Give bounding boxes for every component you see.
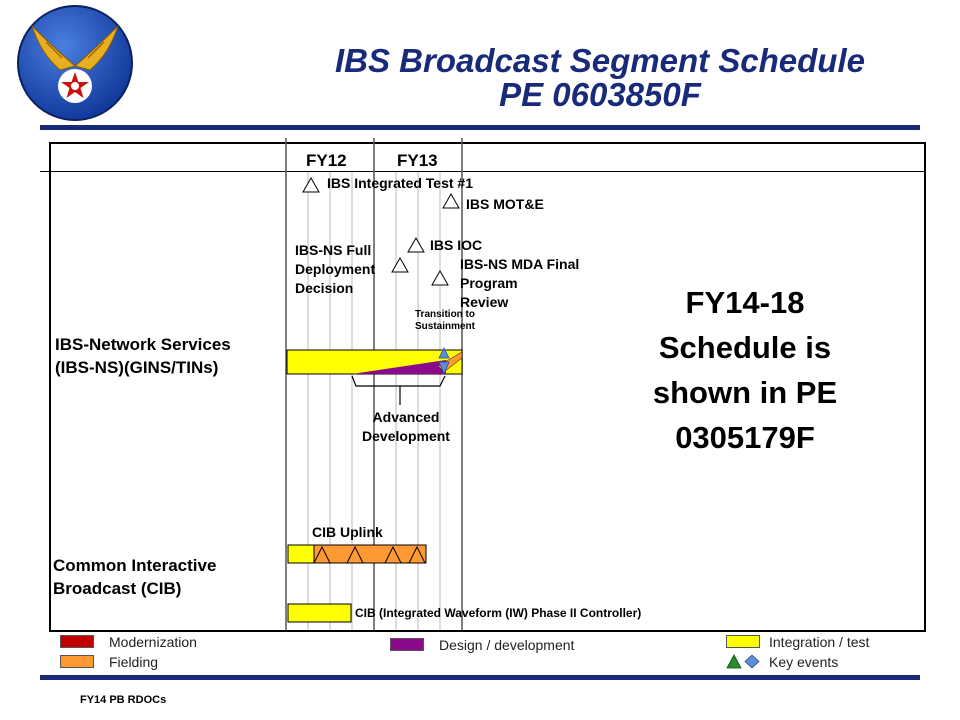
mote-label: IBS MOT&E — [466, 196, 544, 212]
row-label-ibs-ns: IBS-Network Services (IBS-NS)(GINS/TINs) — [55, 333, 231, 379]
transition-key-event-down-icon — [438, 361, 450, 376]
fy-label: FY12 — [306, 151, 347, 170]
schedule-note-line1: FY14-18 — [685, 285, 805, 320]
transition-key-event-icon — [438, 347, 450, 359]
header-rule — [40, 125, 920, 130]
footer-text: FY14 PB RDOCs — [80, 694, 167, 706]
row-label-cib: Common Interactive Broadcast (CIB) — [53, 554, 216, 600]
legend-modernization-label: Modernization — [109, 634, 197, 650]
advanced-development-bracket — [351, 375, 446, 387]
footer-rule — [40, 675, 920, 680]
mda-triangle-icon — [431, 269, 449, 286]
cib-event-triangle-icon — [384, 545, 402, 564]
row-label-ibs-ns-line2: (IBS-NS)(GINS/TINs) — [55, 358, 219, 377]
schedule-note-line4: 0305179F — [675, 420, 815, 455]
schedule-note: FY14-18 Schedule is shown in PE 0305179F — [620, 280, 870, 460]
page-title-line2: PE 0603850F — [499, 76, 701, 113]
transition-label-line1: Transition to — [415, 309, 475, 320]
legend-design-label: Design / development — [439, 637, 575, 653]
legend-key-events-icons — [726, 654, 760, 669]
ioc-label: IBS IOC — [430, 237, 483, 253]
fdd-label-line2: Deployment — [295, 261, 376, 277]
advanced-development-label: Advanced Development — [346, 408, 466, 446]
cib-integration-bar — [287, 544, 317, 564]
blue-diamond-icon — [744, 654, 760, 669]
page-title: IBS Broadcast Segment Schedule PE 060385… — [230, 44, 960, 112]
fdd-label-line3: Decision — [295, 280, 354, 296]
row-label-ibs-ns-line1: IBS-Network Services — [55, 335, 231, 354]
ibs-ns-design-wedge — [352, 360, 446, 374]
legend-design-swatch — [390, 638, 424, 651]
cib-iw-label: CIB (Integrated Waveform (IW) Phase II C… — [355, 606, 642, 620]
cib-iw-integration-bar — [287, 603, 352, 623]
cib-uplink-label: CIB Uplink — [312, 524, 383, 540]
ioc-triangle-icon — [407, 236, 425, 253]
fdd-label-line1: IBS-NS Full — [295, 242, 372, 258]
mda-label-line2: Program — [460, 275, 518, 291]
integrated-test-label: IBS Integrated Test #1 — [327, 175, 474, 191]
legend-fielding-label: Fielding — [109, 654, 159, 670]
legend-key-events-label: Key events — [769, 654, 839, 670]
advanced-development-line1: Advanced — [372, 409, 440, 425]
schedule-frame — [49, 142, 926, 632]
fdd-triangle-icon — [391, 256, 409, 273]
header-divider — [40, 171, 925, 172]
mda-label-line3: Review — [460, 294, 509, 310]
schedule-note-line2: Schedule is — [658, 330, 832, 365]
mda-label-line1: IBS-NS MDA Final — [460, 256, 580, 272]
row-label-cib-line2: Broadcast (CIB) — [53, 579, 182, 598]
legend-modernization-swatch — [60, 635, 94, 648]
legend-fielding-swatch — [60, 655, 94, 668]
schedule-note-line3: shown in PE — [652, 375, 838, 410]
transition-label: Transition to Sustainment — [402, 309, 488, 333]
row-label-cib-line1: Common Interactive — [53, 556, 217, 575]
usaf-logo — [16, 4, 134, 122]
cib-event-triangle-icon — [408, 545, 426, 564]
advanced-development-line2: Development — [362, 428, 450, 444]
fdd-label: IBS-NS Full Deployment Decision — [295, 241, 375, 298]
mda-label: IBS-NS MDA Final Program Review — [460, 255, 579, 312]
page-title-line1: IBS Broadcast Segment Schedule — [335, 42, 865, 79]
cib-event-triangle-icon — [313, 545, 331, 564]
legend-integration-swatch — [726, 635, 760, 648]
green-triangle-icon — [726, 654, 742, 669]
cib-fielding-bar — [313, 544, 427, 564]
integrated-test-triangle-icon — [302, 176, 320, 193]
transition-label-line2: Sustainment — [414, 321, 475, 332]
cib-event-triangle-icon — [346, 545, 364, 564]
usaf-wings-star-icon — [17, 5, 133, 121]
fy-label: FY13 — [397, 151, 438, 170]
legend-integration-label: Integration / test — [769, 634, 870, 650]
mote-triangle-icon — [442, 192, 460, 209]
